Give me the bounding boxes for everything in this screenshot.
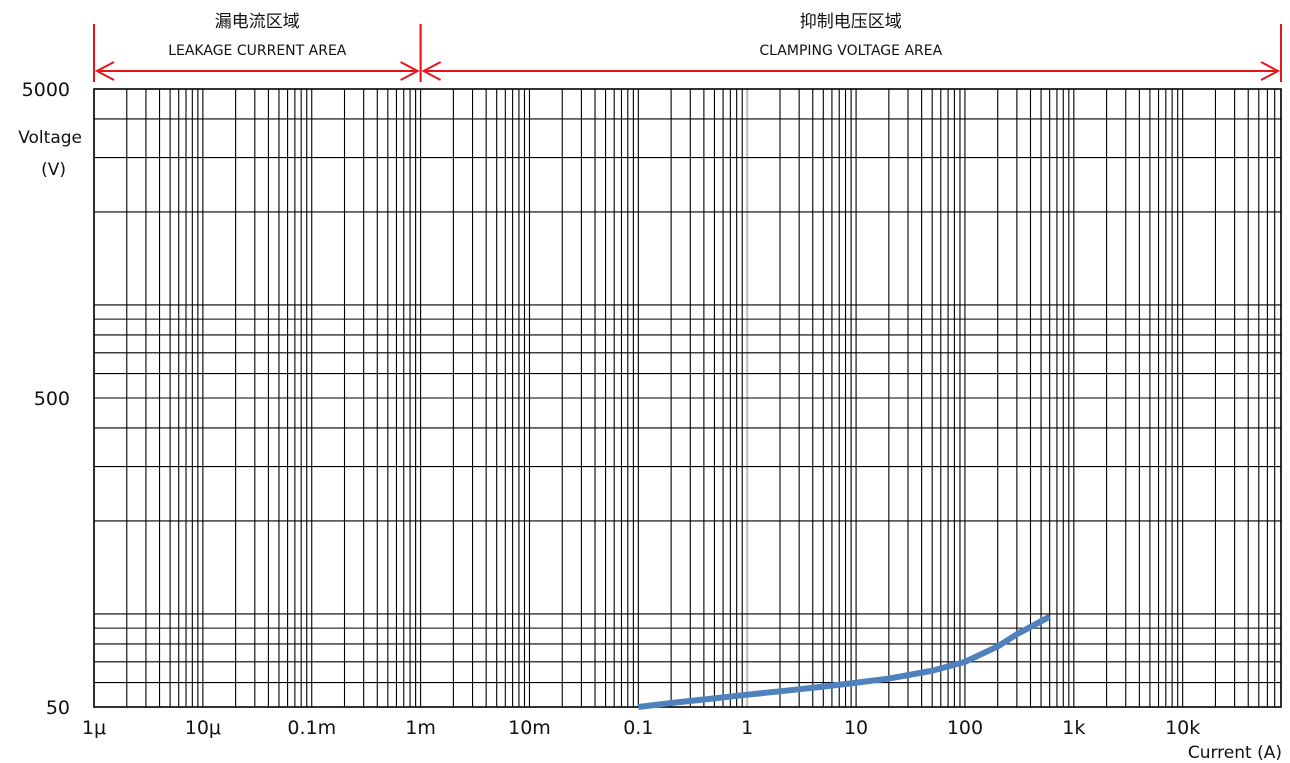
region-0: 漏电流区域 LEAKAGE CURRENT AREA — [93, 12, 422, 82]
x-tick-label: 1k — [1062, 717, 1085, 739]
region-label-en: LEAKAGE CURRENT AREA — [168, 43, 347, 59]
region-arrowhead-right — [400, 61, 420, 81]
series-layer — [637, 614, 1052, 710]
y-tick-label: 5000 — [22, 79, 70, 101]
region-label-cn: 抑制电压区域 — [800, 12, 902, 32]
region-arrowhead-right — [1260, 61, 1281, 81]
x-tick-label: 0.1m — [287, 717, 336, 739]
region-label-cn: 漏电流区域 — [215, 12, 300, 32]
vi-curve-series — [637, 614, 1052, 710]
y-tick-label: 500 — [34, 388, 70, 410]
region-label-en: CLAMPING VOLTAGE AREA — [759, 43, 942, 59]
region-arrowhead-left — [421, 61, 442, 81]
x-tick-label: 1μ — [82, 717, 106, 739]
y-tick-label: 50 — [46, 697, 70, 719]
x-tick-label: 0.1 — [623, 717, 653, 739]
y-axis-unit: (V) — [41, 160, 66, 180]
plot-border — [93, 88, 1282, 708]
plot-frame — [93, 88, 1282, 708]
region-arrowhead-left — [94, 61, 115, 81]
x-tick-label: 1m — [405, 717, 436, 739]
x-tick-label: 1 — [741, 717, 753, 739]
grid — [93, 88, 1282, 708]
region-1: 抑制电压区域 CLAMPING VOLTAGE AREA — [419, 12, 1282, 82]
x-tick-label: 100 — [947, 717, 983, 739]
x-tick-label: 10μ — [185, 717, 221, 739]
x-tick-label: 10m — [508, 717, 551, 739]
y-axis-title: Voltage — [18, 128, 82, 148]
region-annotations: 漏电流区域 LEAKAGE CURRENT AREA 抑制电压区域 CLAMPING … — [93, 12, 1282, 82]
axis-labels: 1μ 10μ 0.1m 1m 10m 0.1 1 10 100 1k 10k 5000 500 50 Vol… — [18, 79, 1282, 763]
x-axis-title: Current (A) — [1188, 743, 1282, 763]
x-tick-label: 10k — [1165, 717, 1200, 739]
x-tick-label: 10 — [844, 717, 868, 739]
